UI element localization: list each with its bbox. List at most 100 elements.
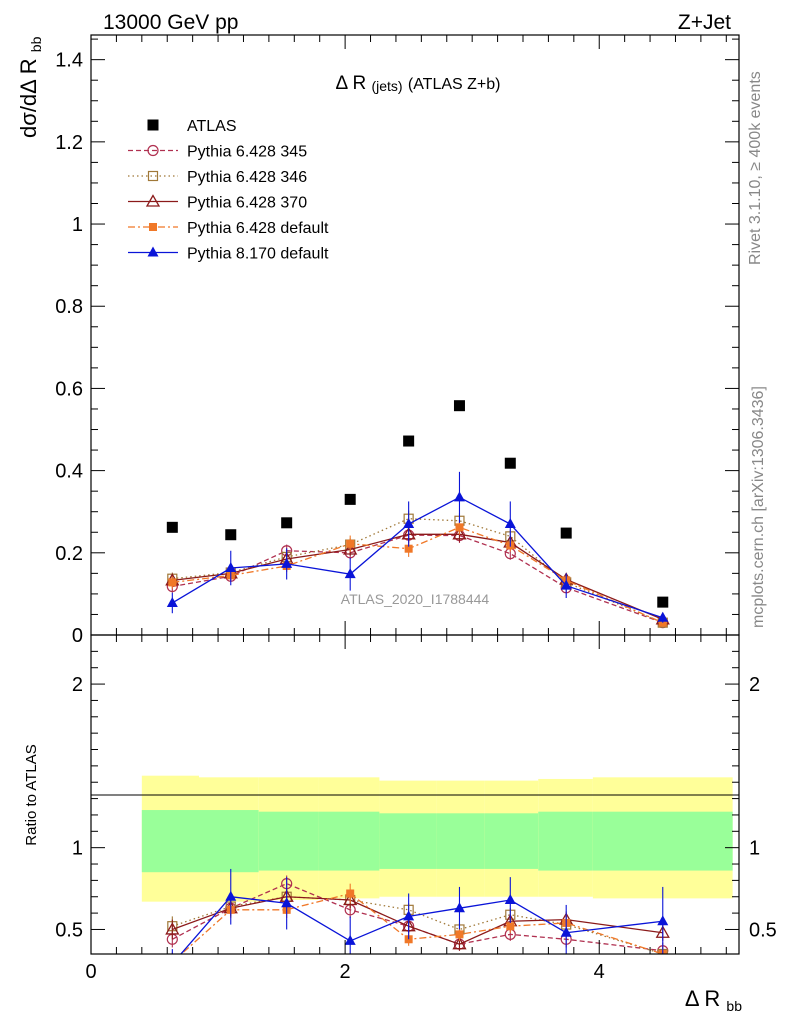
uncertainty-band-inner [379, 813, 437, 869]
ratio-y-tick-label-right: 0.5 [749, 919, 777, 941]
uncertainty-band-inner [141, 810, 199, 873]
data-point [560, 579, 572, 590]
series-line-main-4 [172, 526, 664, 624]
data-point [657, 915, 669, 926]
legend-label: Pythia 6.428 346 [187, 169, 307, 186]
legend-label: Pythia 6.428 370 [187, 195, 307, 212]
series-main-5 [166, 471, 669, 623]
legend-marker [147, 246, 159, 257]
data-point [167, 958, 178, 968]
series-main-0 [166, 400, 669, 608]
data-point [344, 934, 356, 945]
header-process: Z+Jet [678, 11, 731, 34]
analysis-watermark: ATLAS_2020_I1788444 [341, 591, 490, 607]
data-point [225, 562, 237, 573]
x-tick-label: 0 [85, 961, 96, 983]
ratio-y-axis-label: Ratio to ATLAS [23, 744, 40, 845]
data-point [504, 894, 516, 905]
series-main-1 [166, 526, 669, 629]
legend-label: Pythia 8.170 default [187, 246, 329, 263]
data-point [453, 491, 465, 502]
data-point [343, 542, 358, 555]
data-point [281, 557, 293, 568]
y-tick-label: 0.2 [55, 543, 83, 565]
data-point [344, 568, 356, 579]
title-rest: (ATLAS Z+b) [408, 76, 501, 93]
data-point [403, 910, 415, 921]
data-point [346, 539, 355, 548]
legend-item: Pythia 6.428 345 [128, 144, 307, 161]
uncertainty-band-inner [258, 811, 319, 871]
series-main-3 [165, 526, 670, 625]
title-main: Δ R [336, 73, 367, 94]
data-point [657, 611, 669, 622]
legend-marker [147, 144, 159, 157]
data-point [344, 493, 356, 505]
y-tick-label: 0 [72, 625, 83, 647]
svg-text:Δ R (jets) (AT: Δ R (jets) (ATLAS Z+b) [336, 73, 501, 96]
data-point [452, 936, 467, 950]
series-main-2 [167, 510, 668, 628]
legend-marker [145, 194, 161, 207]
legend-marker [147, 170, 159, 182]
mcplots-label: mcplots.cern.ch [arXiv:1306.3436] [750, 386, 767, 628]
y-axis-label-sub: bb [28, 36, 44, 52]
data-point [281, 897, 293, 908]
y-tick-label: 1 [72, 214, 83, 236]
data-point [404, 544, 413, 553]
x-axis-label: Δ R bb [685, 986, 742, 1014]
data-point [403, 518, 415, 529]
x-axis-label-sub: bb [726, 998, 742, 1014]
title-small: (jets) [371, 78, 402, 94]
y-tick-label: 0.4 [55, 461, 83, 483]
ratio-y-tick-label: 2 [72, 674, 83, 696]
data-point [168, 578, 177, 587]
data-point [452, 527, 467, 540]
main-plot-title: Δ R (jets) (ATLAS Z+b) [336, 73, 501, 96]
data-point [560, 527, 572, 539]
data-point [165, 922, 180, 935]
data-point [403, 435, 415, 447]
svg-text:Δ R bb: Δ R bb [685, 986, 742, 1014]
ratio-y-tick-label-right: 1 [749, 838, 760, 860]
legend-item: Pythia 6.428 default [128, 220, 329, 237]
uncertainty-band-inner [538, 811, 593, 871]
x-tick-label: 2 [340, 961, 351, 983]
legend-marker [149, 223, 157, 231]
x-axis-label-text: Δ R [685, 986, 720, 1011]
data-point [560, 926, 572, 937]
data-point [453, 902, 465, 913]
data-point [225, 890, 237, 901]
data-point [506, 922, 515, 931]
uncertainty-band-inner [484, 813, 539, 869]
main-y-axis-label: dσ/dΔ R bb [16, 36, 44, 138]
data-point [504, 457, 516, 469]
y-tick-label: 0.6 [55, 378, 83, 400]
data-point [455, 523, 464, 532]
data-point [281, 517, 293, 529]
y-tick-label: 0.8 [55, 296, 83, 318]
uncertainty-band-inner [318, 811, 380, 871]
y-axis-label-text: dσ/dΔ R [16, 58, 41, 138]
rivet-label: Rivet 3.1.10, ≥ 400k events [747, 71, 764, 265]
data-point [168, 958, 176, 966]
ratio-y-tick-label: 0.5 [55, 919, 83, 941]
data-point [657, 596, 669, 608]
legend-label: ATLAS [187, 118, 237, 135]
legend: ATLAS Pythia 6.428 345 Pythia 6.428 346 Pyt… [128, 118, 329, 263]
legend-label: Pythia 6.428 default [187, 220, 329, 237]
uncertainty-band-inner [436, 813, 485, 869]
header-energy: 13000 GeV pp [103, 11, 238, 34]
series-ratio-4 [167, 868, 669, 968]
data-point [166, 596, 178, 607]
ratio-plot-frame [90, 634, 740, 955]
ratio-y-tick-label-right: 2 [749, 674, 760, 696]
legend-item: Pythia 6.428 370 [128, 194, 307, 212]
ratio-y-tick-label: 1 [72, 838, 83, 860]
series-main-4 [168, 519, 667, 627]
data-point [453, 400, 465, 412]
uncertainty-band-inner [199, 810, 259, 873]
legend-item: Pythia 8.170 default [128, 246, 329, 263]
